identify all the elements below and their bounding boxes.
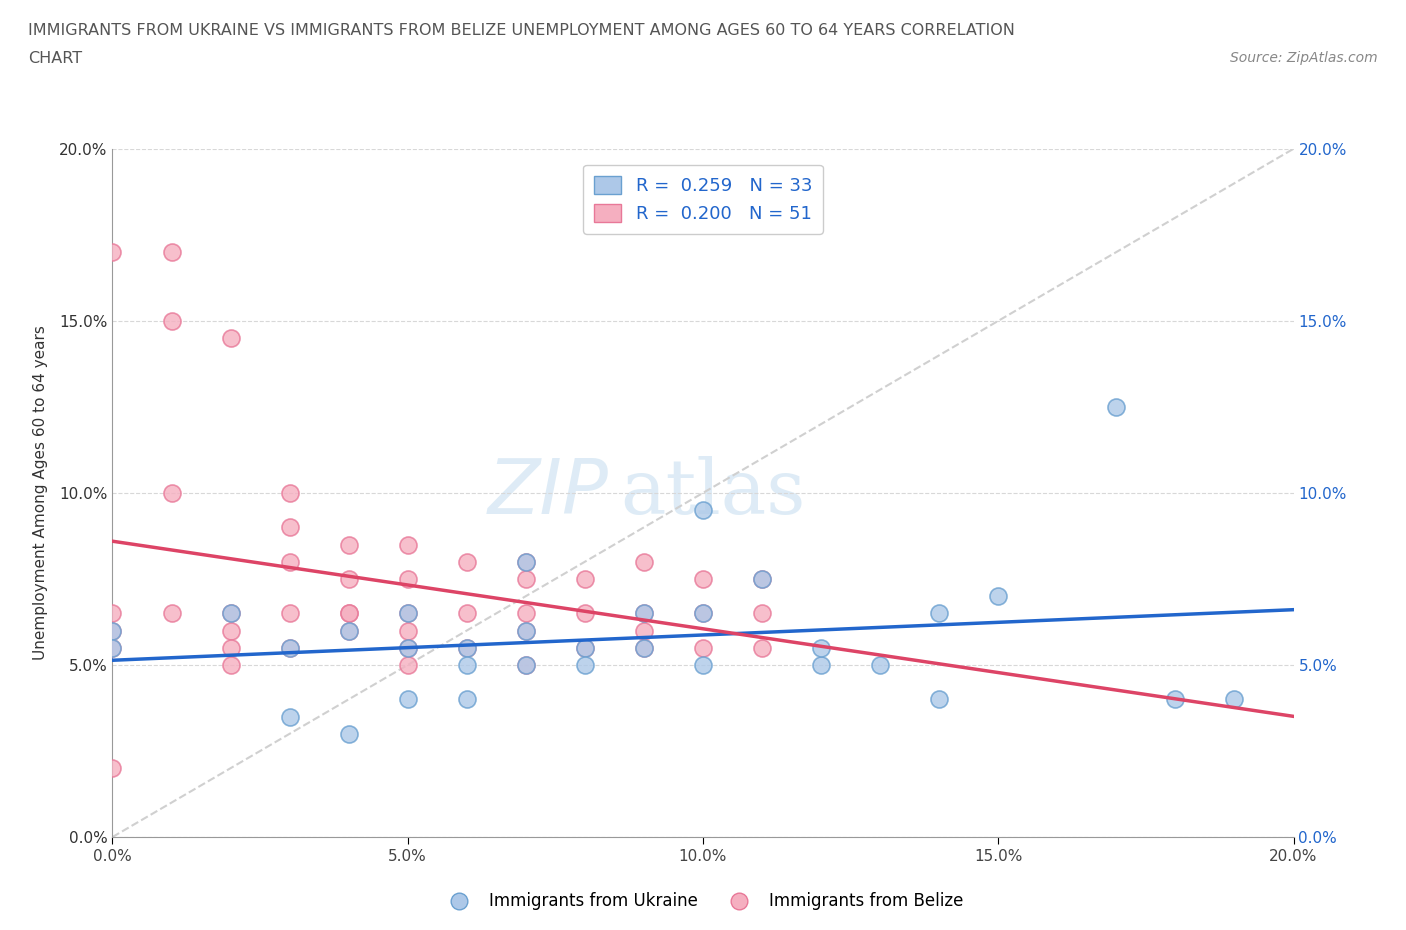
Point [396, 538, 419, 552]
Point [278, 641, 301, 656]
Point [456, 641, 478, 656]
Text: ZIP: ZIP [488, 456, 609, 530]
Text: Source: ZipAtlas.com: Source: ZipAtlas.com [1230, 51, 1378, 65]
Point [869, 658, 891, 672]
Point [692, 503, 714, 518]
Y-axis label: Unemployment Among Ages 60 to 64 years: Unemployment Among Ages 60 to 64 years [34, 326, 48, 660]
Point [810, 641, 832, 656]
Point [278, 641, 301, 656]
Point [692, 658, 714, 672]
Point [515, 623, 537, 638]
Point [574, 572, 596, 587]
Point [456, 658, 478, 672]
Point [337, 623, 360, 638]
Point [278, 710, 301, 724]
Point [751, 641, 773, 656]
Point [692, 641, 714, 656]
Point [1223, 692, 1246, 707]
Point [160, 245, 183, 259]
Point [633, 554, 655, 569]
Point [456, 641, 478, 656]
Point [633, 606, 655, 621]
Point [456, 692, 478, 707]
Point [278, 520, 301, 535]
Point [515, 554, 537, 569]
Point [633, 606, 655, 621]
Point [928, 692, 950, 707]
Point [219, 331, 242, 346]
Point [456, 554, 478, 569]
Legend: Immigrants from Ukraine, Immigrants from Belize: Immigrants from Ukraine, Immigrants from… [436, 885, 970, 917]
Point [396, 658, 419, 672]
Point [337, 726, 360, 741]
Point [396, 623, 419, 638]
Point [219, 658, 242, 672]
Point [574, 641, 596, 656]
Point [928, 606, 950, 621]
Point [633, 641, 655, 656]
Legend: R =  0.259   N = 33, R =  0.200   N = 51: R = 0.259 N = 33, R = 0.200 N = 51 [583, 165, 823, 234]
Point [101, 606, 124, 621]
Point [396, 606, 419, 621]
Point [515, 606, 537, 621]
Point [633, 641, 655, 656]
Point [574, 658, 596, 672]
Point [160, 313, 183, 328]
Point [337, 606, 360, 621]
Point [160, 606, 183, 621]
Point [515, 658, 537, 672]
Point [219, 641, 242, 656]
Point [101, 641, 124, 656]
Point [692, 606, 714, 621]
Point [692, 606, 714, 621]
Point [987, 589, 1010, 604]
Point [515, 572, 537, 587]
Point [751, 572, 773, 587]
Point [219, 606, 242, 621]
Point [337, 623, 360, 638]
Point [396, 641, 419, 656]
Point [101, 641, 124, 656]
Point [751, 606, 773, 621]
Point [751, 572, 773, 587]
Text: CHART: CHART [28, 51, 82, 66]
Point [515, 658, 537, 672]
Point [1105, 400, 1128, 415]
Point [337, 606, 360, 621]
Point [278, 554, 301, 569]
Point [692, 572, 714, 587]
Point [396, 606, 419, 621]
Point [574, 606, 596, 621]
Point [337, 572, 360, 587]
Point [278, 485, 301, 500]
Point [101, 245, 124, 259]
Point [337, 538, 360, 552]
Point [219, 606, 242, 621]
Point [278, 606, 301, 621]
Point [456, 606, 478, 621]
Point [101, 623, 124, 638]
Point [219, 623, 242, 638]
Point [1164, 692, 1187, 707]
Text: IMMIGRANTS FROM UKRAINE VS IMMIGRANTS FROM BELIZE UNEMPLOYMENT AMONG AGES 60 TO : IMMIGRANTS FROM UKRAINE VS IMMIGRANTS FR… [28, 23, 1015, 38]
Point [396, 641, 419, 656]
Text: atlas: atlas [620, 456, 806, 530]
Point [574, 641, 596, 656]
Point [515, 623, 537, 638]
Point [101, 761, 124, 776]
Point [101, 623, 124, 638]
Point [396, 572, 419, 587]
Point [633, 623, 655, 638]
Point [396, 692, 419, 707]
Point [160, 485, 183, 500]
Point [515, 554, 537, 569]
Point [810, 658, 832, 672]
